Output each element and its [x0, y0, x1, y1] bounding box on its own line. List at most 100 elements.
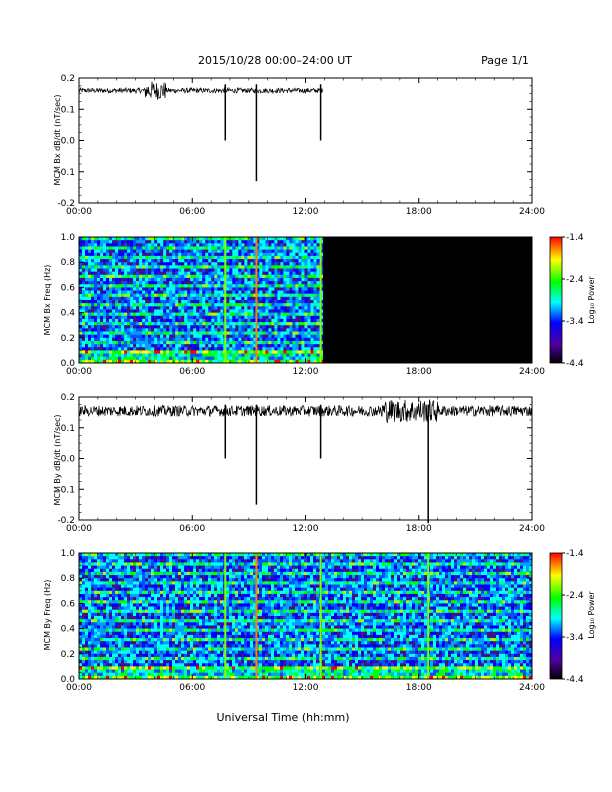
- spectrogram-cell: [298, 340, 302, 345]
- spectrogram-cell: [199, 293, 203, 298]
- y-tick-label: 0.6: [61, 283, 76, 293]
- spectrogram-cell: [268, 268, 272, 273]
- spectrogram-cell: [235, 318, 239, 323]
- spectrogram-cell: [313, 268, 317, 273]
- spectrogram-cell: [169, 587, 173, 592]
- spectrogram-cell: [292, 249, 296, 254]
- spectrogram-cell: [232, 287, 236, 292]
- spectrogram-cell: [289, 268, 293, 273]
- spectrogram-cell: [97, 240, 101, 244]
- spectrogram-cell: [184, 284, 188, 288]
- spectrogram-cell: [316, 337, 320, 342]
- spectrogram-cell: [238, 331, 242, 336]
- y-tick-label: 0.1: [61, 105, 75, 115]
- spectrogram-cell: [166, 603, 170, 608]
- spectrogram-cell: [121, 243, 125, 247]
- spectrogram-cell: [244, 353, 248, 358]
- spectrogram-cell: [175, 356, 179, 361]
- spectrogram-cell: [151, 350, 155, 355]
- spectrogram-cell: [148, 650, 152, 655]
- spectrogram-cell: [109, 240, 113, 244]
- spectrogram-cell: [190, 312, 194, 317]
- spectrogram-cell: [280, 309, 284, 314]
- spectrogram-cell: [85, 255, 89, 260]
- spectrogram-cell: [289, 246, 293, 251]
- spectrogram-cell: [127, 584, 131, 589]
- spectrogram-cell: [208, 274, 212, 279]
- spectrogram-cell: [280, 347, 284, 351]
- spectrogram-cell: [256, 344, 260, 348]
- spectrogram-cell: [265, 255, 269, 260]
- spectrogram-cell: [112, 675, 116, 680]
- spectrogram-cell: [295, 255, 299, 260]
- spectrogram-cell: [139, 259, 143, 263]
- spectrogram-cell: [133, 565, 137, 570]
- spectrogram-cell: [163, 268, 167, 273]
- spectrogram-cell: [313, 246, 317, 251]
- spectrogram-cell: [88, 262, 92, 266]
- spectrogram-cell: [301, 271, 305, 276]
- spectrogram-cell: [178, 565, 182, 570]
- spectrogram-cell: [169, 581, 173, 585]
- spectrogram-cell: [139, 281, 143, 285]
- spectrogram-cell: [136, 556, 140, 560]
- spectrogram-cell: [91, 287, 95, 292]
- spectrogram-cell: [94, 556, 98, 560]
- spectrogram-cell: [298, 353, 302, 358]
- spectrogram-cell: [160, 609, 164, 614]
- spectrogram-cell: [169, 281, 173, 285]
- spectrogram-cell: [217, 353, 221, 358]
- spectrogram-cell: [298, 237, 302, 241]
- spectrogram-cell: [262, 337, 266, 342]
- spectrogram-cell: [157, 243, 161, 247]
- spectrogram-cell: [112, 578, 116, 582]
- spectrogram-cell: [142, 318, 146, 323]
- spectrogram-cell: [109, 593, 113, 598]
- spectrogram-cell: [226, 353, 230, 358]
- spectrogram-cell: [220, 312, 224, 317]
- spectrogram-cell: [88, 568, 92, 573]
- spectrogram-cell: [178, 597, 182, 601]
- spectrogram-cell: [142, 571, 146, 576]
- spectrogram-cell: [157, 334, 161, 339]
- spectrogram-cell: [82, 622, 86, 626]
- spectrogram-cell: [247, 344, 251, 348]
- spectrogram-cell: [247, 300, 251, 304]
- spectrogram-cell: [256, 293, 260, 298]
- spectrogram-cell: [106, 315, 110, 320]
- spectrogram-cell: [163, 309, 167, 314]
- spectrogram-cell: [157, 669, 161, 674]
- spectrogram-cell: [145, 309, 149, 314]
- spectrogram-cell: [205, 274, 209, 279]
- spectrogram-cell: [133, 318, 137, 323]
- spectrogram-cell: [316, 259, 320, 263]
- spectrogram-cell: [121, 359, 125, 364]
- spectrogram-cell: [154, 568, 158, 573]
- spectrogram-cell: [139, 606, 143, 611]
- spectrogram-cell: [220, 340, 224, 345]
- spectrogram-cell: [148, 322, 152, 326]
- spectrogram-cell: [127, 628, 131, 633]
- spectrogram-cell: [196, 259, 200, 263]
- spectrogram-cell: [172, 337, 176, 342]
- spectrogram-cell: [154, 559, 158, 563]
- spectrogram-cell: [289, 353, 293, 358]
- spectrogram-cell: [298, 246, 302, 251]
- spectrogram-cell: [127, 634, 131, 639]
- spectrogram-cell: [187, 265, 191, 269]
- spectrogram-cell: [133, 300, 137, 304]
- spectrogram-cell: [109, 559, 113, 563]
- spectrogram-cell: [166, 612, 170, 617]
- spectrogram-cell: [91, 315, 95, 320]
- spectrogram-cell: [256, 249, 260, 254]
- spectrogram-cell: [181, 303, 185, 307]
- spectrogram-cell: [262, 274, 266, 279]
- spectrogram-cell: [136, 612, 140, 617]
- spectrogram-cell: [82, 265, 86, 269]
- spectrogram-cell: [283, 331, 287, 336]
- spectrogram-cell: [130, 656, 134, 661]
- spectrogram-cell: [100, 656, 104, 661]
- spectrogram-cell: [139, 296, 143, 301]
- spectrogram-cell: [157, 312, 161, 317]
- spectrogram-cell: [307, 340, 311, 345]
